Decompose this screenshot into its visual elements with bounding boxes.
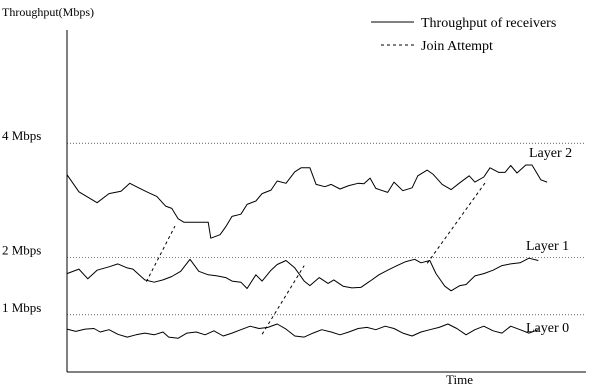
y-tick-label-1: 2 Mbps <box>2 243 41 258</box>
y-axis-label: Throughput(Mbps) <box>2 5 94 19</box>
series-line-layer-2 <box>66 164 548 239</box>
legend-label-join-attempt: Join Attempt <box>421 39 493 54</box>
series-line-layer-0 <box>66 323 539 339</box>
y-tick-label-2: 4 Mbps <box>2 128 41 143</box>
join-attempt-line-0 <box>145 225 176 282</box>
label-layer-0: Layer 0 <box>526 321 569 336</box>
y-tick-label-0: 1 Mbps <box>2 300 41 315</box>
join-attempt-line-1 <box>261 265 305 335</box>
grid-lines <box>67 142 586 316</box>
x-axis-label: Time <box>446 372 473 387</box>
series-line-layer-1 <box>66 257 539 292</box>
y-tick-labels: 1 Mbps 2 Mbps 4 Mbps <box>2 128 41 315</box>
label-layer-1: Layer 1 <box>526 239 569 254</box>
legend-label-throughput: Throughput of receivers <box>421 16 556 31</box>
legend: Throughput of receivers Join Attempt <box>371 16 556 54</box>
plot-area <box>66 164 548 339</box>
join-attempt-line-2 <box>426 180 488 264</box>
label-layer-2: Layer 2 <box>529 146 572 161</box>
